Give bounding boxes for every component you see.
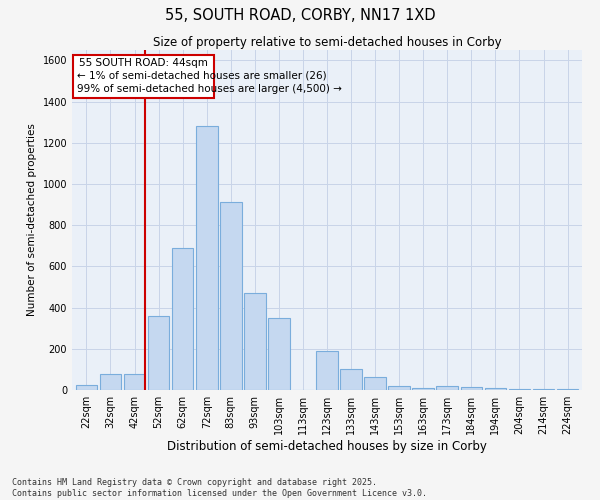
Bar [436,386,458,390]
Bar [100,374,121,390]
Bar [340,370,362,390]
FancyBboxPatch shape [73,55,214,98]
Bar [148,316,169,390]
Bar [76,385,97,390]
Bar [509,389,530,390]
Text: 55 SOUTH ROAD: 44sqm: 55 SOUTH ROAD: 44sqm [79,58,208,68]
Bar [364,376,386,390]
Bar [172,248,193,390]
Bar [124,374,145,390]
Bar [412,388,434,390]
Bar [268,318,290,390]
Bar [388,386,410,390]
Text: 55, SOUTH ROAD, CORBY, NN17 1XD: 55, SOUTH ROAD, CORBY, NN17 1XD [164,8,436,22]
Bar [244,293,266,390]
Bar [220,202,242,390]
X-axis label: Distribution of semi-detached houses by size in Corby: Distribution of semi-detached houses by … [167,440,487,453]
Title: Size of property relative to semi-detached houses in Corby: Size of property relative to semi-detach… [152,36,502,49]
Text: ← 1% of semi-detached houses are smaller (26): ← 1% of semi-detached houses are smaller… [77,70,326,81]
Bar [557,389,578,390]
Bar [485,388,506,390]
Text: 99% of semi-detached houses are larger (4,500) →: 99% of semi-detached houses are larger (… [77,84,341,94]
Bar [533,389,554,390]
Bar [196,126,218,390]
Y-axis label: Number of semi-detached properties: Number of semi-detached properties [27,124,37,316]
Text: Contains HM Land Registry data © Crown copyright and database right 2025.
Contai: Contains HM Land Registry data © Crown c… [12,478,427,498]
Bar [316,351,338,390]
Bar [461,387,482,390]
